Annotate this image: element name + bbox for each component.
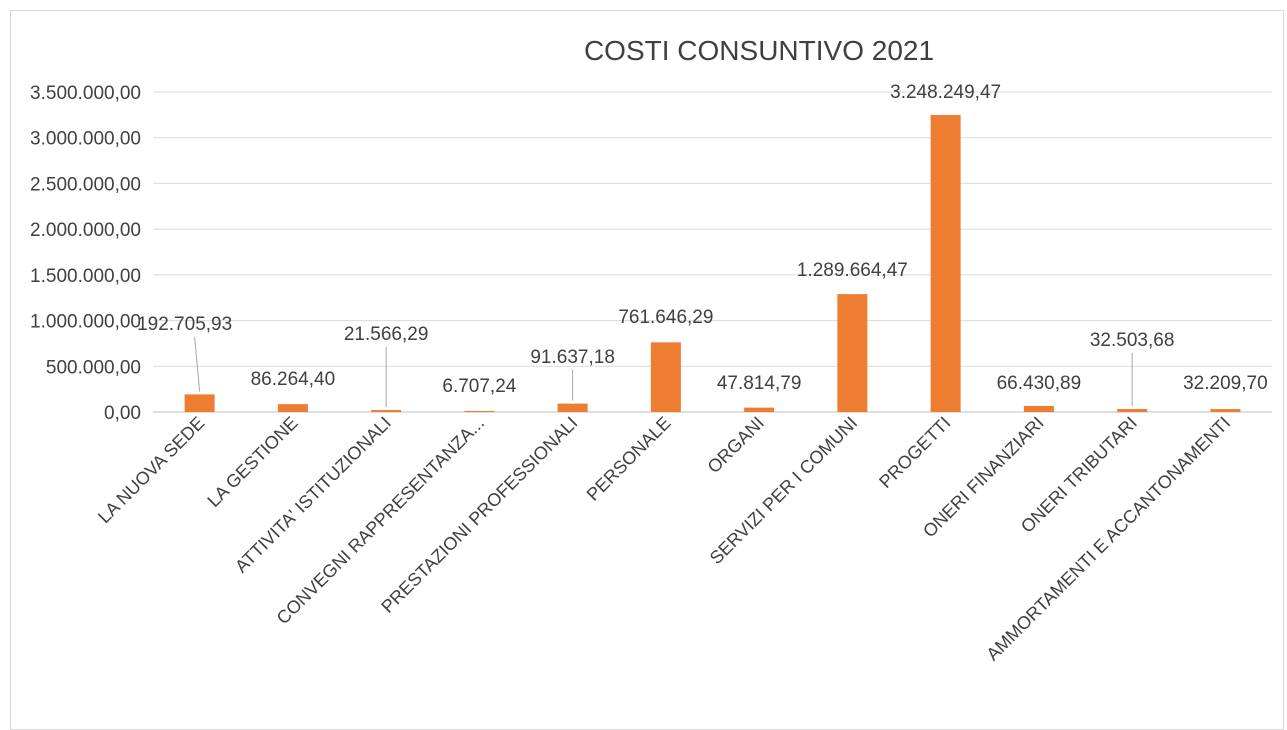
data-label: 47.814,79 [717, 373, 802, 394]
bar [837, 294, 868, 412]
bar [1210, 409, 1241, 412]
bars [184, 115, 1241, 413]
data-label: 3.248.249,47 [890, 82, 1001, 103]
y-tick-label: 3.500.000,00 [30, 83, 141, 104]
bar [184, 394, 215, 412]
y-tick-label: 2.500.000,00 [30, 174, 141, 195]
data-label: 66.430,89 [997, 373, 1082, 394]
bar [650, 342, 681, 412]
data-label: 32.503,68 [1090, 330, 1175, 351]
x-tick-label: PROGETTI [875, 413, 954, 492]
data-label: 1.289.664,47 [797, 260, 908, 281]
bar [1117, 409, 1148, 412]
y-tick-label: 500.000,00 [46, 357, 141, 378]
bar [1023, 405, 1054, 412]
y-tick-label: 0,00 [104, 403, 141, 424]
bar [464, 411, 495, 412]
y-tick-label: 1.000.000,00 [30, 312, 141, 333]
data-label: 86.264,40 [251, 369, 336, 390]
x-tick-label: ORGANI [704, 413, 768, 477]
x-tick-label: PRESTAZIONI PROFESSIONALI [377, 413, 581, 617]
y-tick-label: 2.000.000,00 [30, 220, 141, 241]
data-label: 6.707,24 [442, 376, 516, 397]
x-tick-label: CONVEGNI RAPPRESENTANZA... [273, 413, 488, 628]
data-label: 91.637,18 [530, 347, 615, 368]
y-axis: 0,00 500.000,00 1.000.000,00 1.500.000,00 2.… [30, 83, 141, 424]
bar [744, 407, 775, 412]
x-tick-label: ATTIVITA' ISTITUZIONALI [231, 413, 395, 577]
gridlines [153, 91, 1272, 413]
x-tick-label: LA GESTIONE [203, 413, 301, 511]
label-leader-line [194, 336, 201, 392]
bar [371, 410, 402, 412]
data-label: 21.566,29 [344, 324, 429, 345]
data-label: 192.705,93 [137, 314, 232, 335]
x-tick-label: PERSONALE [583, 413, 675, 505]
bar [277, 404, 308, 412]
data-label: 32.209,70 [1183, 373, 1268, 394]
data-label: 761.646,29 [618, 307, 713, 328]
y-tick-label: 3.000.000,00 [30, 129, 141, 150]
y-tick-label: 1.500.000,00 [30, 266, 141, 287]
chart-title: COSTI CONSUNTIVO 2021 [584, 35, 934, 66]
bar [557, 403, 588, 412]
x-tick-label: LA NUOVA SEDE [94, 413, 208, 527]
data-labels: 192.705,93 86.264,40 21.566,29 6.707,24 91.6… [137, 82, 1268, 408]
bar [930, 115, 961, 413]
